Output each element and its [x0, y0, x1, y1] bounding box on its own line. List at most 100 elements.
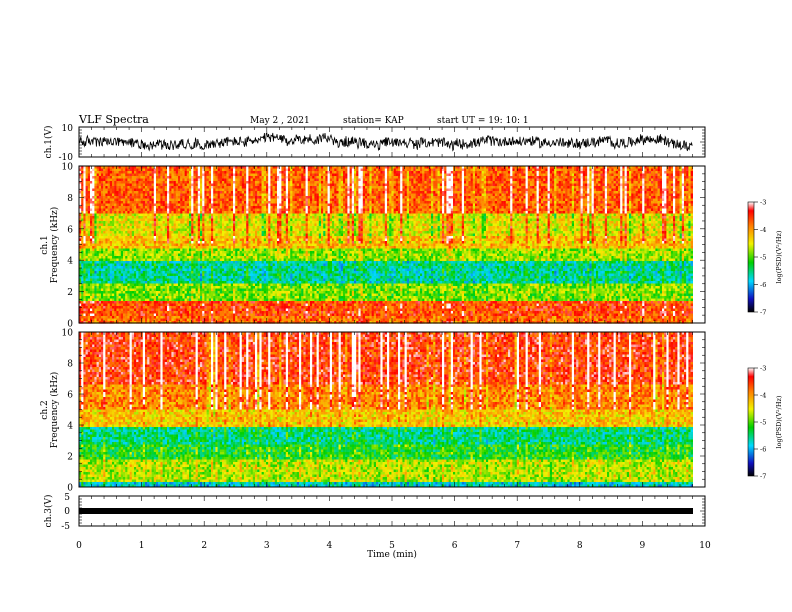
spectrogram-cell	[206, 238, 209, 242]
spectrogram-cell	[244, 218, 247, 222]
spectrogram-cell	[109, 176, 113, 179]
spectrogram-cell	[173, 318, 176, 322]
spectrogram-cell	[184, 166, 187, 169]
spectrogram-cell	[94, 273, 97, 277]
spectrogram-cell	[222, 238, 225, 242]
spectrogram-cell	[138, 208, 141, 212]
spectrogram-cell	[180, 241, 183, 244]
spectrogram-cell	[244, 286, 247, 289]
spectrogram-cell	[228, 223, 231, 227]
spectrogram-cell	[244, 293, 247, 297]
spectrogram-cell	[206, 256, 209, 259]
spectrogram-cell	[244, 316, 247, 319]
spectrogram-cell	[241, 241, 245, 244]
spectrogram-cell	[215, 283, 218, 287]
spectrogram-cell	[149, 306, 152, 309]
spectrogram-cell	[186, 183, 190, 187]
spectrogram-cell	[228, 281, 231, 284]
spectrogram-cell	[109, 288, 113, 292]
spectrogram-cell	[125, 238, 128, 242]
spectrogram-cell	[180, 203, 183, 207]
spectrogram-cell	[193, 181, 196, 184]
spectrogram-cell	[202, 238, 205, 242]
spectrogram-cell	[92, 221, 95, 224]
spectrogram-cell	[112, 243, 115, 247]
spectrogram-cell	[153, 298, 157, 302]
spectrogram-cell	[217, 256, 220, 259]
spectrogram-cell	[109, 208, 113, 212]
spectrogram-cell	[195, 226, 198, 229]
spectrogram-cell	[200, 208, 203, 212]
spectrogram-cell	[142, 306, 146, 309]
spectrogram-cell	[204, 246, 207, 249]
spectrogram-cell	[160, 236, 163, 239]
spectrogram-cell	[213, 283, 216, 287]
spectrogram-cell	[211, 281, 214, 284]
spectrogram-cell	[226, 201, 229, 204]
spectrogram-cell	[114, 316, 117, 319]
spectrogram-cell	[96, 256, 99, 259]
spectrogram-cell	[195, 236, 198, 239]
spectrogram-cell	[134, 281, 137, 284]
spectrogram-cell	[202, 281, 205, 284]
spectrogram-cell	[160, 311, 163, 314]
spectrogram-cell	[125, 198, 128, 202]
spectrogram-cell	[246, 183, 249, 187]
spectrogram-cell	[107, 211, 110, 214]
spectrogram-cell	[109, 196, 113, 199]
spectrogram-cell	[211, 318, 214, 322]
spectrogram-cell	[156, 306, 159, 309]
spectrogram-cell	[136, 178, 139, 182]
spectrogram-cell	[160, 206, 163, 209]
spectrogram-cell	[228, 176, 231, 179]
spectrogram-cell	[219, 221, 223, 224]
spectrogram-cell	[107, 176, 110, 179]
spectrogram-cell	[222, 206, 225, 209]
spectrogram-cell	[208, 176, 212, 179]
spectrogram-cell	[153, 198, 157, 202]
spectrogram-cell	[222, 276, 225, 279]
spectrogram-cell	[235, 211, 238, 214]
spectrogram-cell	[79, 183, 82, 187]
spectrogram-cell	[219, 233, 223, 237]
spectrogram-cell	[94, 308, 97, 312]
spectrogram-cell	[219, 316, 223, 319]
spectrogram-cell	[175, 226, 179, 229]
spectrogram-cell	[107, 186, 110, 189]
spectrogram-cell	[189, 233, 192, 237]
spectrogram-cell	[215, 301, 218, 304]
spectrogram-cell	[98, 308, 102, 312]
spectrogram-cell	[204, 211, 207, 214]
spectrogram-cell	[90, 228, 93, 232]
spectrogram-cell	[246, 296, 249, 299]
spectrogram-cell	[83, 176, 86, 179]
spectrogram-cell	[173, 206, 176, 209]
spectrogram-cell	[90, 266, 93, 269]
spectrogram-cell	[103, 313, 106, 317]
spectrogram-cell	[123, 181, 126, 184]
spectrogram-cell	[175, 246, 179, 249]
spectrogram-cell	[224, 306, 227, 309]
spectrogram-cell	[189, 186, 192, 189]
spectrogram-cell	[85, 266, 88, 269]
spectrogram-cell	[193, 301, 196, 304]
spectrogram-cell	[167, 263, 170, 267]
spectrogram-cell	[145, 238, 148, 242]
spectrogram-cell	[151, 283, 154, 287]
spectrogram-cell	[127, 181, 130, 184]
spectrogram-cell	[204, 256, 207, 259]
spectrogram-cell	[219, 278, 223, 282]
spectrogram-cell	[107, 216, 110, 219]
spectrogram-cell	[79, 221, 82, 224]
spectrogram-cell	[138, 216, 141, 219]
spectrogram-cell	[105, 293, 108, 297]
spectrogram-cell	[92, 243, 95, 247]
spectrogram-cell	[175, 233, 179, 237]
spectrogram-cell	[129, 258, 132, 262]
spectrogram-cell	[169, 178, 172, 182]
spectrogram-cell	[120, 188, 124, 192]
spectrogram-cell	[241, 228, 245, 232]
spectrogram-cell	[241, 273, 245, 277]
spectrogram-cell	[193, 248, 196, 252]
spectrogram-cell	[241, 168, 245, 172]
